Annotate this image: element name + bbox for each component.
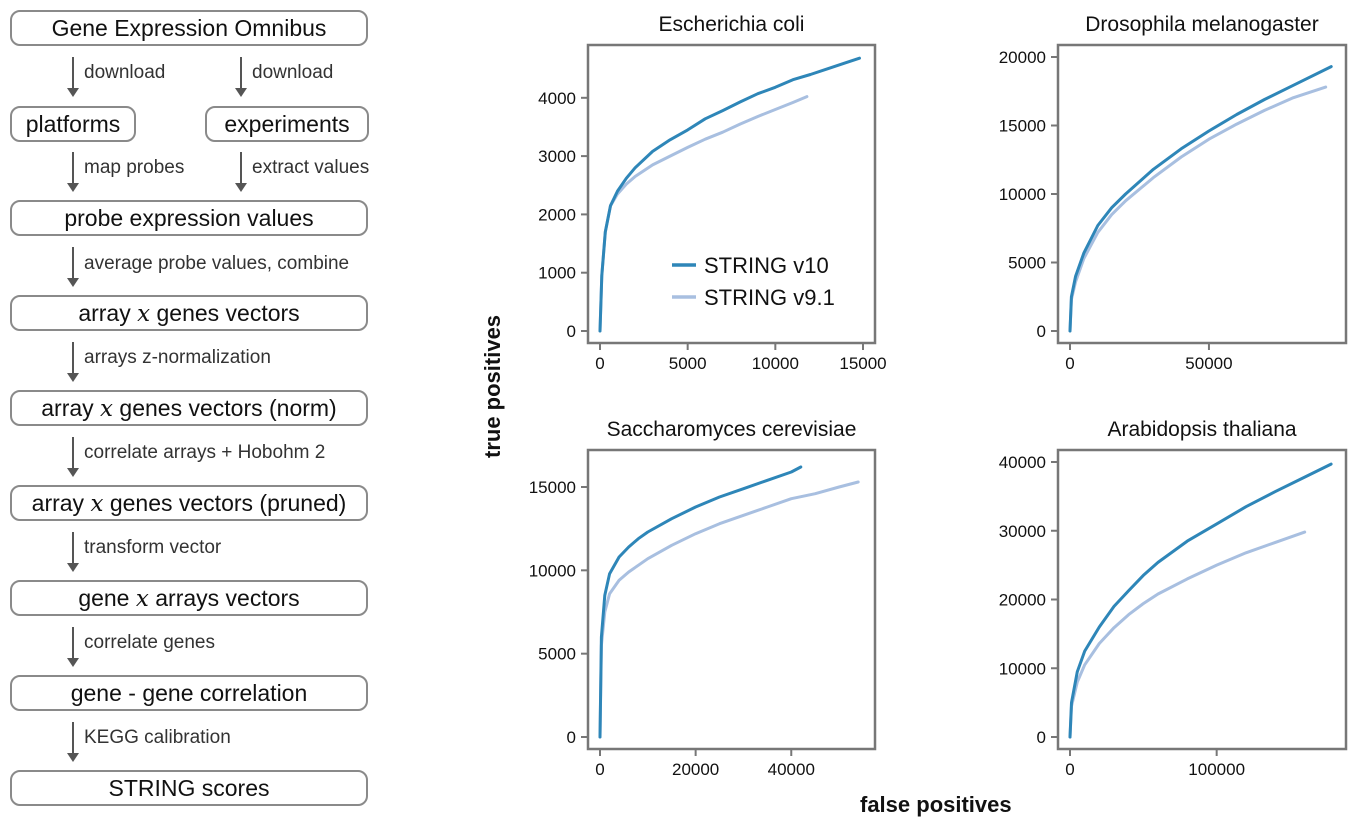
arrow-correlate-genes xyxy=(67,627,79,667)
array-genes-pruned-label: array x genes vectors (pruned) xyxy=(31,489,347,517)
geo-label: Gene Expression Omnibus xyxy=(51,14,327,41)
arrow-znorm xyxy=(67,342,79,382)
x-tick-label-2: 0 xyxy=(595,760,604,779)
platforms-label: platforms xyxy=(25,110,121,137)
probe-values-box: probe expression values xyxy=(10,200,368,236)
y-tick-label-2: 0 xyxy=(567,728,576,747)
step-average: average probe values, combine xyxy=(84,253,350,274)
x-tick-label-0: 10000 xyxy=(752,354,799,373)
y-tick-label-0: 2000 xyxy=(538,205,576,224)
y-tick-label-1: 15000 xyxy=(999,117,1046,136)
y-tick-label-3: 20000 xyxy=(999,591,1046,610)
step-download-left: download xyxy=(84,62,166,83)
gene-gene-correlation-box: gene - gene correlation xyxy=(10,675,368,711)
array-genes-box: array x genes vectors xyxy=(10,295,368,331)
step-map-probes: map probes xyxy=(84,157,185,178)
y-tick-label-2: 5000 xyxy=(538,645,576,664)
x-tick-label-1: 0 xyxy=(1065,354,1074,373)
panel-frame-3 xyxy=(1056,448,1348,751)
legend-label-0: STRING v10 xyxy=(704,253,829,278)
step-znorm: arrays z-normalization xyxy=(84,347,271,368)
experiments-box: experiments xyxy=(205,106,369,142)
arrow-transform xyxy=(67,532,79,572)
gene-arrays-box: gene x arrays vectors xyxy=(10,580,368,616)
legend-label-1: STRING v9.1 xyxy=(704,285,835,310)
x-tick-label-3: 100000 xyxy=(1188,760,1245,779)
arrow-average xyxy=(67,247,79,287)
gene-gene-correlation-label: gene - gene correlation xyxy=(70,679,308,706)
x-tick-label-2: 20000 xyxy=(672,760,719,779)
x-axis-title: false positives xyxy=(860,792,1012,817)
experiments-label: experiments xyxy=(224,110,350,137)
array-genes-norm-box: array x genes vectors (norm) xyxy=(10,390,368,426)
step-download-right: download xyxy=(252,62,334,83)
panel-title-1: Drosophila melanogaster xyxy=(1085,13,1318,36)
series-line-v10-1 xyxy=(1068,65,1333,333)
arrow-hobohm xyxy=(67,437,79,477)
x-tick-label-0: 15000 xyxy=(839,354,886,373)
probe-values-label: probe expression values xyxy=(64,204,314,231)
y-tick-label-0: 1000 xyxy=(538,264,576,283)
step-extract-values: extract values xyxy=(252,157,370,178)
array-genes-label: array x genes vectors xyxy=(78,299,300,327)
platforms-box: platforms xyxy=(10,106,136,142)
series-line-v91-2 xyxy=(598,480,860,739)
pipeline-flowchart: Gene Expression Omnibus download downloa… xyxy=(0,0,400,820)
arrow-download-right xyxy=(235,57,247,97)
step-kegg: KEGG calibration xyxy=(84,727,231,748)
y-tick-label-2: 15000 xyxy=(529,478,576,497)
series-line-v91-3 xyxy=(1068,530,1307,739)
panel-title-3: Arabidopsis thaliana xyxy=(1107,418,1296,441)
series-line-v10-2 xyxy=(598,465,803,739)
x-tick-label-0: 5000 xyxy=(669,354,707,373)
series-line-v10-3 xyxy=(1068,462,1333,739)
arrow-extract-values xyxy=(235,152,247,192)
y-tick-label-3: 40000 xyxy=(999,453,1046,472)
y-tick-label-0: 4000 xyxy=(538,89,576,108)
y-tick-label-0: 0 xyxy=(567,322,576,341)
string-scores-box: STRING scores xyxy=(10,770,368,806)
x-tick-label-3: 0 xyxy=(1065,760,1074,779)
panel-title-0: Escherichia coli xyxy=(659,13,805,36)
panel-frame-0 xyxy=(586,43,877,345)
series-line-v10-0 xyxy=(598,56,861,333)
y-tick-label-3: 10000 xyxy=(999,659,1046,678)
y-tick-label-1: 5000 xyxy=(1008,254,1046,273)
y-tick-label-0: 3000 xyxy=(538,147,576,166)
y-tick-label-1: 0 xyxy=(1037,322,1046,341)
step-transform: transform vector xyxy=(84,537,222,558)
panel-title-2: Saccharomyces cerevisiae xyxy=(607,418,857,441)
array-genes-pruned-box: array x genes vectors (pruned) xyxy=(10,485,368,521)
y-tick-label-1: 20000 xyxy=(999,48,1046,67)
y-tick-label-3: 0 xyxy=(1037,728,1046,747)
x-tick-label-0: 0 xyxy=(595,354,604,373)
array-genes-norm-label: array x genes vectors (norm) xyxy=(41,394,337,422)
geo-box: Gene Expression Omnibus xyxy=(10,10,368,46)
y-tick-label-3: 30000 xyxy=(999,522,1046,541)
y-tick-label-1: 10000 xyxy=(999,185,1046,204)
x-tick-label-2: 40000 xyxy=(768,760,815,779)
string-scores-label: STRING scores xyxy=(108,774,270,801)
step-correlate-genes: correlate genes xyxy=(84,632,215,653)
panel-frame-1 xyxy=(1056,43,1348,345)
panel-frame-2 xyxy=(586,448,877,751)
arrow-download-left xyxy=(67,57,79,97)
y-tick-label-2: 10000 xyxy=(529,561,576,580)
arrow-kegg xyxy=(67,722,79,762)
x-tick-label-1: 50000 xyxy=(1185,354,1232,373)
step-hobohm: correlate arrays + Hobohm 2 xyxy=(84,442,326,463)
gene-arrays-label: gene x arrays vectors xyxy=(78,584,300,612)
arrow-map-probes xyxy=(67,152,79,192)
series-line-v91-1 xyxy=(1068,85,1328,333)
